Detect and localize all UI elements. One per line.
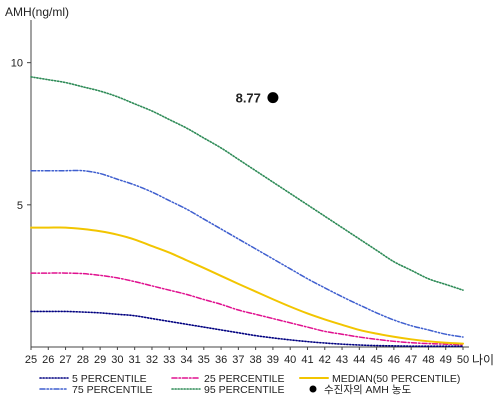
x-tick-label: 26: [42, 354, 54, 366]
x-tick-label: 40: [284, 354, 296, 366]
x-tick-label: 37: [232, 354, 244, 366]
x-axis-title: 나이: [472, 353, 494, 367]
x-tick-label: 32: [146, 354, 158, 366]
x-tick-label: 45: [370, 354, 382, 366]
patient-point-group: 8.77: [236, 91, 279, 106]
x-tick-label: 43: [336, 354, 348, 366]
series-line-5-percentile: [30, 310, 464, 347]
series-line-25-percentile: [30, 272, 464, 346]
legend-label-median-50-percentile: MEDIAN(50 PERCENTILE): [332, 373, 460, 385]
x-tick-label: 33: [163, 354, 175, 366]
x-tick-label: 47: [405, 354, 417, 366]
x-tick-label: 44: [353, 354, 365, 366]
legend-label-patient-point: 수진자의 AMH 농도: [324, 384, 411, 396]
x-tick-label: 50: [457, 354, 469, 366]
patient-amh-point: [267, 92, 279, 104]
legend-label-25-percentile: 25 PERCENTILE: [204, 373, 285, 385]
x-tick-label: 39: [267, 354, 279, 366]
x-tick-label: 30: [111, 354, 123, 366]
axis-ticks: 5 10 25 26 27 28 29 30 31 32 33 34 35 36 37 38 39 40 41 42 4…: [11, 58, 469, 366]
x-tick-label: 48: [422, 354, 434, 366]
series-line-95-percentile: [30, 76, 464, 291]
series-lines: [30, 76, 464, 347]
x-tick-label: 27: [59, 354, 71, 366]
y-axis-title: AMH(ng/ml): [5, 5, 69, 19]
x-tick-label: 25: [25, 354, 37, 366]
x-tick-label: 28: [77, 354, 89, 366]
legend-label-95-percentile: 95 PERCENTILE: [204, 384, 285, 396]
x-tick-label: 41: [301, 354, 313, 366]
x-tick-label: 49: [440, 354, 452, 366]
x-tick-label: 42: [319, 354, 331, 366]
x-tick-label: 34: [180, 354, 192, 366]
patient-amh-value-label: 8.77: [236, 91, 261, 106]
x-tick-label: 38: [250, 354, 262, 366]
legend-swatch-patient-point: [309, 385, 317, 393]
legend-label-75-percentile: 75 PERCENTILE: [72, 384, 153, 396]
x-tick-label: 36: [215, 354, 227, 366]
x-tick-label: 35: [198, 354, 210, 366]
x-tick-label: 46: [388, 354, 400, 366]
legend-label-5-percentile: 5 PERCENTILE: [72, 373, 147, 385]
series-line-75-percentile: [30, 169, 464, 338]
y-tick-label: 10: [11, 58, 23, 70]
y-tick-label: 5: [17, 200, 23, 212]
legend: 5 PERCENTILE 25 PERCENTILE MEDIAN(50 PERCE…: [39, 373, 460, 396]
series-line-median-50-percentile: [30, 226, 464, 345]
x-tick-label: 31: [129, 354, 141, 366]
x-tick-label: 29: [94, 354, 106, 366]
